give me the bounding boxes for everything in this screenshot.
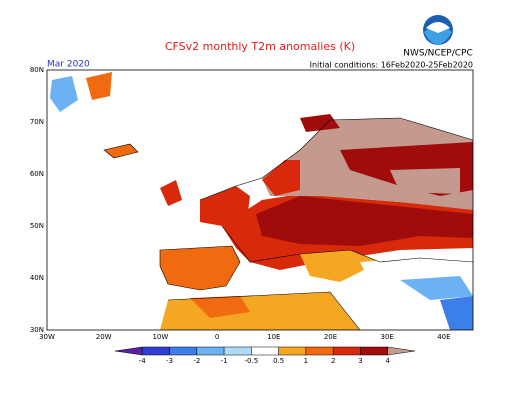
color-bin [360,346,388,356]
lon-label: 30W [39,333,55,341]
lat-label: 30N [30,326,44,334]
noaa-logo [423,15,453,45]
lat-label: 60N [30,170,44,178]
lon-label: 10E [267,333,280,341]
color-bin [251,346,279,356]
color-bin [114,346,143,356]
lon-label: 10W [152,333,168,341]
color-bin [305,346,334,356]
colorbar: -4 -3 -2 -1 -0.5 0.5 1 2 3 4 [114,346,416,365]
colorbar-label: 1 [304,357,308,365]
color-bin [142,346,170,356]
color-bin [223,346,252,356]
color-bin [278,346,307,356]
lat-label: 80N [30,66,44,74]
colorbar-label: -0.5 [245,357,259,365]
colorbar-label: -3 [166,357,173,365]
colorbar-label: -4 [139,357,147,365]
lon-label: 0 [215,333,219,341]
lat-label: 50N [30,222,44,230]
lat-label: 70N [30,118,44,126]
month: Mar 2020 [47,60,90,70]
lon-label: 20E [324,333,337,341]
color-bin [169,346,198,356]
colorbar-label: 2 [331,357,335,365]
initial-conditions: Initial conditions: 16Feb2020-25Feb2020 [310,61,473,70]
colorbar-label: -2 [193,357,200,365]
lon-label: 30E [381,333,394,341]
lon-label: 40E [437,333,450,341]
map [46,69,474,331]
color-bin [332,346,361,356]
lat-label: 40N [30,274,44,282]
agency: NWS/NCEP/CPC [403,49,473,59]
title: CFSv2 monthly T2m anomalies (K) [165,40,355,53]
colorbar-label: 3 [358,357,362,365]
color-bin [387,346,416,356]
lon-label: 20W [96,333,112,341]
colorbar-label: 0.5 [273,357,284,365]
colorbar-label: -1 [221,357,228,365]
colorbar-label: 4 [385,357,390,365]
color-bin [196,346,225,356]
